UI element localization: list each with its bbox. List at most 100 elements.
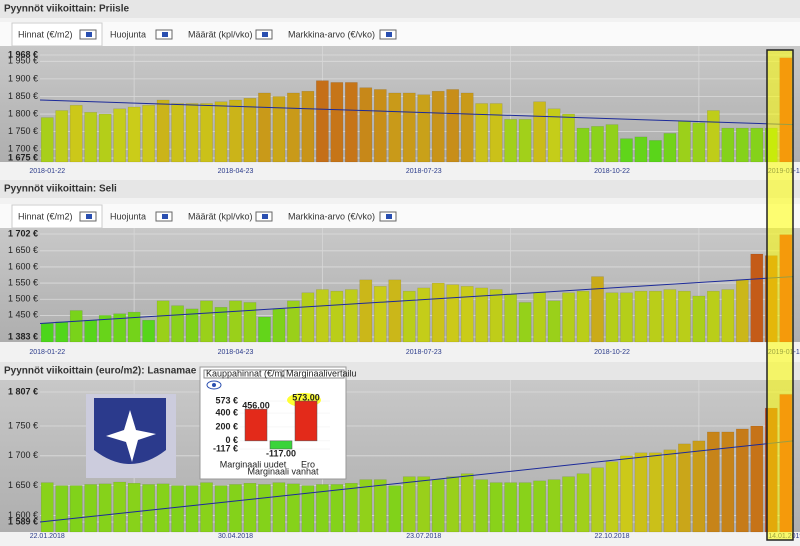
bar xyxy=(707,110,720,163)
bar xyxy=(692,122,706,163)
tab-label[interactable]: Hinnat (€/m2) xyxy=(18,211,73,221)
bar xyxy=(156,99,170,163)
bar xyxy=(634,452,648,533)
bar xyxy=(591,276,604,343)
bar xyxy=(533,101,546,163)
highlight-column xyxy=(766,49,794,541)
bar xyxy=(98,483,112,533)
popup-value-label: -117.00 xyxy=(266,448,296,458)
bar xyxy=(84,112,98,163)
bar xyxy=(171,103,184,163)
bar xyxy=(721,127,735,163)
bar xyxy=(113,313,126,343)
y-tick-label: 1 900 € xyxy=(8,73,38,83)
popup: Kauppahinnat (€/m2)Marginaalivertailu 573… xyxy=(199,366,357,480)
popup-bar xyxy=(269,440,293,450)
bar xyxy=(214,485,228,533)
tab-label[interactable]: Markkina-arvo (€/vko) xyxy=(288,29,375,39)
bar xyxy=(663,449,677,533)
popup-y-tick: 400 € xyxy=(215,407,238,417)
popup-bar xyxy=(244,408,268,442)
select-label[interactable]: Marginaalivertailu xyxy=(286,368,357,378)
bar xyxy=(605,124,619,163)
popup-bar xyxy=(294,400,318,442)
bar xyxy=(345,482,358,533)
bar xyxy=(229,484,242,533)
bar xyxy=(634,136,648,163)
bar xyxy=(533,292,546,343)
popup-category: Marginaali vanhat xyxy=(247,466,319,476)
select[interactable] xyxy=(203,369,283,379)
x-tick-label: 22.01.2018 xyxy=(30,533,65,540)
bar xyxy=(185,103,199,163)
bar xyxy=(69,105,83,163)
y-tick-label: 1 500 € xyxy=(8,294,38,304)
tab-label[interactable]: Hinnat (€/m2) xyxy=(18,29,73,39)
bar xyxy=(40,323,54,343)
bar xyxy=(200,300,213,343)
popup-value-label: 456.00 xyxy=(242,401,270,411)
y-tick-label: 1 807 € xyxy=(8,386,38,396)
bar xyxy=(605,292,619,343)
bar xyxy=(345,289,358,343)
bar xyxy=(547,108,561,163)
bar xyxy=(489,482,503,533)
bar xyxy=(750,127,764,163)
bar xyxy=(40,117,54,163)
y-tick-label: 1 450 € xyxy=(8,310,38,320)
trend-line xyxy=(39,440,794,523)
x-tick-label: 2018-01-22 xyxy=(29,349,65,356)
tab-label[interactable]: Määrät (kpl/vko) xyxy=(188,211,253,221)
bar xyxy=(127,482,141,533)
bar xyxy=(287,92,300,163)
bar xyxy=(229,300,242,343)
bar xyxy=(562,113,575,163)
bar xyxy=(460,286,474,343)
logo xyxy=(86,394,176,478)
bar xyxy=(287,483,300,533)
tab-label[interactable]: Huojunta xyxy=(110,211,146,221)
bar xyxy=(489,289,503,343)
bar xyxy=(243,97,257,163)
bar xyxy=(576,290,590,343)
y-tick-label: 1 650 € xyxy=(8,245,38,255)
bar xyxy=(388,485,402,533)
bar xyxy=(55,485,69,533)
bar xyxy=(127,311,141,343)
y-tick-label: 1 550 € xyxy=(8,277,38,287)
bar xyxy=(55,321,69,343)
bar xyxy=(402,92,416,163)
bar xyxy=(460,92,474,163)
bar xyxy=(373,286,387,343)
bar xyxy=(692,295,706,343)
x-tick-label: 2018-07-23 xyxy=(406,168,442,175)
title-bar xyxy=(0,180,800,198)
y-tick-label: 1 383 € xyxy=(8,331,38,341)
tab-icon-mark xyxy=(386,32,392,37)
x-tick-label: 2018-10-22 xyxy=(594,349,630,356)
bar xyxy=(721,431,735,533)
bar xyxy=(460,473,474,533)
bar xyxy=(446,476,460,533)
bar xyxy=(576,127,590,163)
tab-label[interactable]: Huojunta xyxy=(110,29,146,39)
bar xyxy=(229,99,242,163)
bar xyxy=(504,294,517,343)
bar xyxy=(113,108,126,163)
bar xyxy=(707,431,720,533)
select-label[interactable]: Kauppahinnat (€/m2) xyxy=(206,368,290,378)
bar xyxy=(431,90,445,163)
bar xyxy=(417,94,431,163)
tab-bar xyxy=(0,204,800,228)
select[interactable] xyxy=(283,369,345,379)
tab-label[interactable]: Markkina-arvo (€/vko) xyxy=(288,211,375,221)
title-bar xyxy=(0,0,800,18)
bar xyxy=(185,485,199,533)
tab-label[interactable]: Määrät (kpl/vko) xyxy=(188,29,253,39)
trend-line xyxy=(39,99,794,126)
bar xyxy=(663,289,677,343)
bar xyxy=(316,484,329,533)
y-tick-label: 1 700 € xyxy=(8,144,38,154)
